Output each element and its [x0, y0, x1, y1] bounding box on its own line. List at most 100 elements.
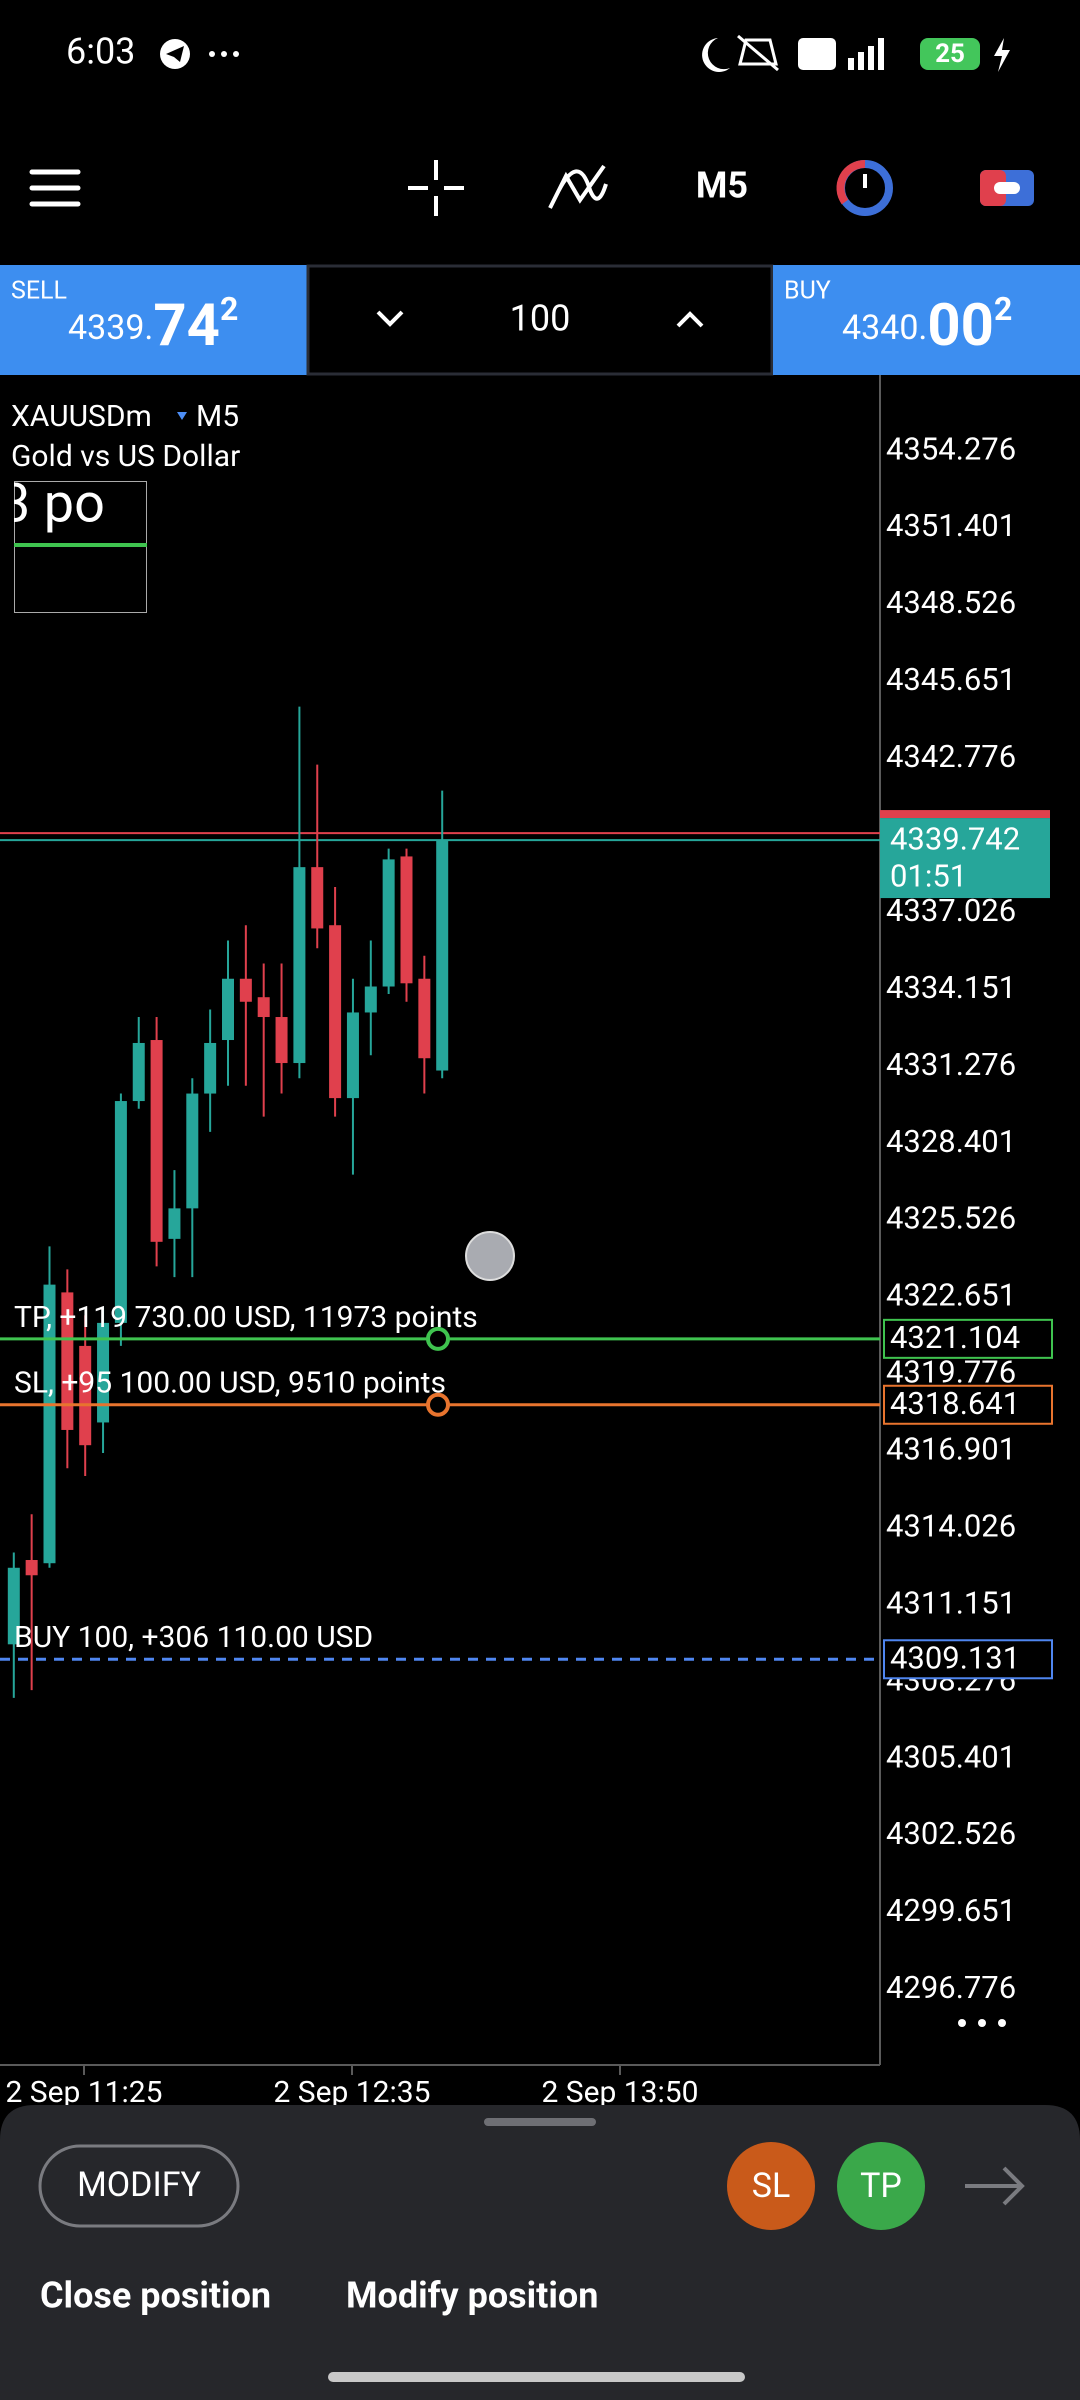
more-dots — [209, 51, 239, 57]
level-handle — [426, 1392, 450, 1417]
level-price: 4321.104 — [890, 1319, 1020, 1356]
trade-panel-red — [980, 170, 1006, 206]
timeframe-button[interactable]: M5 — [696, 165, 748, 207]
buy-button[interactable] — [773, 265, 1080, 375]
overlay-text: 3 po — [0, 472, 105, 535]
candle-body — [168, 1208, 181, 1239]
level-handle — [426, 1326, 450, 1351]
symbol-dropdown — [177, 412, 187, 420]
price-label: 4331.276 — [886, 1046, 1016, 1083]
volume-down-button[interactable] — [376, 310, 404, 327]
menu-button[interactable] — [29, 169, 81, 207]
chart-layer: 4354.276 4351.401 4348.526 4345.651 4342.776… — [0, 430, 1053, 2006]
candle-body — [400, 856, 413, 984]
price-label: 4337.026 — [886, 892, 1016, 929]
candle-body — [329, 925, 342, 1099]
sell-price: 4339.742 — [68, 290, 238, 360]
tp-button-label: TP — [860, 2166, 902, 2206]
candle-body — [43, 1284, 56, 1564]
level-tag — [883, 1318, 1053, 1359]
axis-menu-dots — [958, 2019, 1006, 2027]
volume-value[interactable]: 100 — [510, 298, 571, 340]
candle-body — [150, 1040, 163, 1242]
price-label: 4348.526 — [886, 584, 1016, 621]
candle-body — [257, 997, 270, 1018]
chart-symbol[interactable]: XAUUSDm — [11, 399, 152, 434]
one-click-red — [836, 159, 866, 205]
candle-body — [436, 840, 449, 1071]
candle-body — [7, 1567, 20, 1645]
candle-body — [222, 978, 234, 1041]
candle-body — [97, 1322, 110, 1423]
bid-price: 4339.742 — [890, 820, 1020, 857]
modify-button[interactable] — [38, 2144, 240, 2228]
tp-button[interactable] — [837, 2142, 925, 2230]
price-label: 4316.901 — [886, 1431, 1016, 1468]
sl-button[interactable] — [727, 2142, 815, 2230]
candle-body — [239, 978, 252, 1002]
candle-body — [61, 1292, 74, 1430]
panel-handle[interactable] — [484, 2118, 596, 2126]
charging-icon — [994, 38, 1010, 72]
price-label: 4296.776 — [886, 1969, 1016, 2006]
mute-icon — [738, 38, 778, 66]
sell-button[interactable] — [0, 265, 307, 375]
trade-panel-knob — [994, 182, 1020, 194]
modify-position-tab[interactable]: Modify position — [346, 2275, 598, 2317]
volte-icon — [798, 38, 836, 70]
candle-body — [293, 867, 306, 1064]
drag-handle[interactable] — [465, 1231, 515, 1281]
time-labels: 2 Sep 11:25 2 Sep 12:35 2 Sep 13:50 — [5, 2065, 699, 2110]
bid-tag — [880, 818, 1050, 899]
candle-body — [79, 1345, 92, 1446]
price-label: 4351.401 — [886, 507, 1016, 544]
candle-body — [364, 986, 377, 1013]
price-label: 4311.151 — [886, 1584, 1016, 1621]
chart-description: Gold vs US Dollar — [11, 439, 240, 474]
close-position-tab[interactable]: Close position — [40, 2275, 271, 2317]
candle-body — [186, 1093, 199, 1209]
price-label: 4299.651 — [886, 1892, 1016, 1929]
price-label: 4319.776 — [886, 1354, 1016, 1391]
level-price: 4309.131 — [890, 1639, 1020, 1676]
battery-icon — [920, 38, 980, 70]
price-label: 4334.151 — [886, 969, 1016, 1006]
candle-body — [114, 1101, 127, 1323]
candle-body — [25, 1560, 38, 1576]
price-label: 4302.526 — [886, 1815, 1016, 1852]
dnd-icon — [702, 38, 730, 72]
candle-body — [382, 859, 395, 987]
level-tag — [883, 1384, 1053, 1425]
candle-body — [204, 1042, 217, 1094]
mute-slash — [737, 34, 779, 72]
chart-timeframe: M5 — [196, 399, 239, 434]
candle-body — [275, 1017, 288, 1064]
candle-body — [346, 1012, 359, 1099]
time-label: 2 Sep 12:35 — [273, 2075, 430, 2110]
price-label: 4322.651 — [886, 1277, 1016, 1314]
sl-button-label: SL — [752, 2166, 791, 2206]
sell-label: SELL — [11, 277, 67, 306]
buy-label: BUY — [784, 277, 831, 306]
bottom-panel — [0, 2105, 1080, 2400]
next-button[interactable] — [965, 2166, 1025, 2206]
indicators-button[interactable] — [548, 164, 608, 209]
price-label: 4342.776 — [886, 738, 1016, 775]
volume-up-button[interactable] — [676, 311, 704, 328]
price-label: 4314.026 — [886, 1507, 1016, 1544]
status-time: 6:03 — [66, 31, 135, 73]
nav-gesture-bar — [328, 2372, 745, 2382]
price-label: 4345.651 — [886, 661, 1016, 698]
overlay-box: 3 po — [0, 472, 147, 613]
crosshair-button[interactable] — [408, 160, 464, 216]
candle-body — [311, 867, 324, 929]
ask-tag-strip — [880, 810, 1050, 819]
battery-level: 25 — [935, 39, 965, 69]
bar-timer: 01:51 — [890, 857, 967, 894]
price-label: 4325.526 — [886, 1200, 1016, 1237]
signal-icon — [848, 38, 884, 70]
buy-price: 4340.002 — [842, 290, 1012, 360]
price-label: 4305.401 — [886, 1738, 1016, 1775]
